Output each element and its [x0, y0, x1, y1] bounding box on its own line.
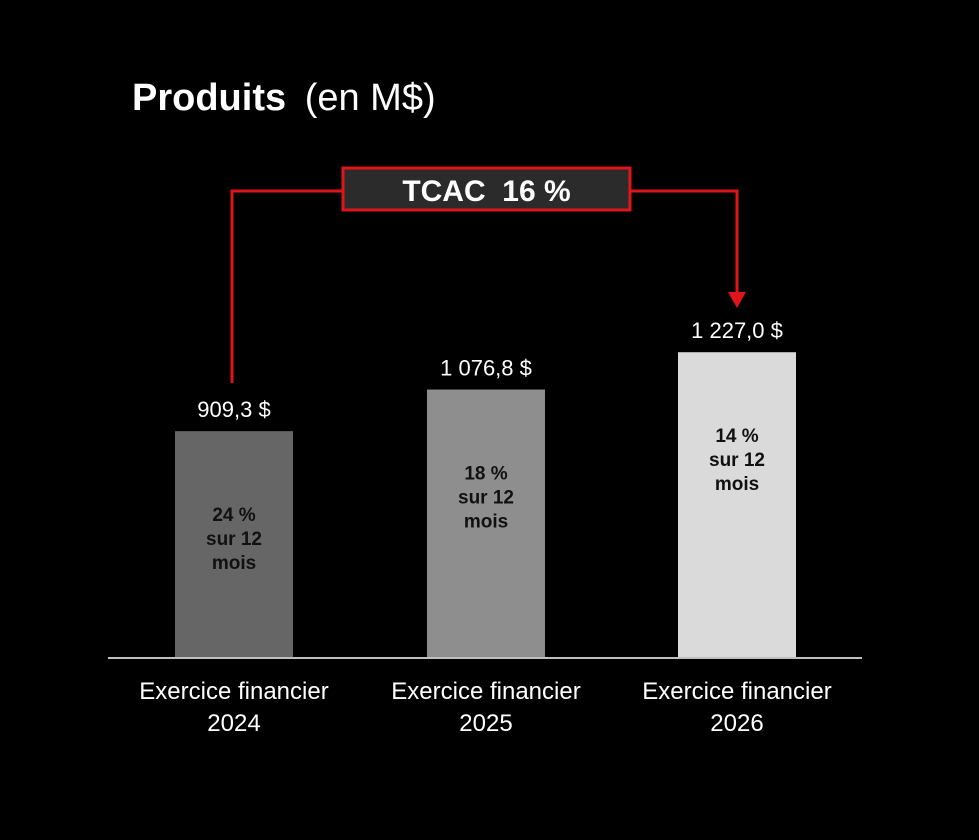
x-tick-label: 2024: [207, 710, 260, 737]
bar-growth-label: 24 %: [212, 505, 255, 526]
x-tick-label: Exercice financier: [139, 678, 328, 705]
bar-growth-label: sur 12: [458, 488, 514, 509]
cagr-arrow-icon: [728, 292, 746, 308]
cagr-box: [341, 166, 632, 212]
bar-growth-label: mois: [464, 512, 508, 533]
cagr-line-right: [630, 189, 739, 293]
bar-2024: [175, 431, 293, 657]
chart-title-main: Produits: [132, 77, 286, 119]
cagr-line-left: [230, 189, 343, 383]
bar-value-label: 1 227,0 $: [691, 318, 783, 343]
bar-growth-label: mois: [715, 474, 759, 495]
chart-title-unit: (en M$): [305, 77, 436, 119]
bars-group: 909,3 $ 24 % sur 12 mois Exercice financier 2…: [139, 318, 831, 737]
bar-growth-label: 18 %: [464, 464, 507, 485]
bar-growth-label: sur 12: [206, 529, 262, 550]
bar-growth-label: 14 %: [715, 426, 758, 447]
x-tick-label: Exercice financier: [391, 678, 580, 705]
x-tick-label: 2025: [459, 710, 512, 737]
x-tick-label: Exercice financier: [642, 678, 831, 705]
cagr-connector: TCAC 16 %: [230, 166, 746, 383]
bar-2026: [678, 352, 796, 657]
bar-value-label: 909,3 $: [197, 397, 270, 422]
bar-value-label: 1 076,8 $: [440, 356, 532, 381]
bar-growth-label: sur 12: [709, 450, 765, 471]
cagr-label: TCAC 16 %: [402, 175, 570, 208]
bar-growth-label: mois: [212, 553, 256, 574]
bar-2025: [427, 389, 545, 657]
chart-title: Produits (en M$): [132, 77, 436, 119]
x-tick-label: 2026: [710, 710, 763, 737]
